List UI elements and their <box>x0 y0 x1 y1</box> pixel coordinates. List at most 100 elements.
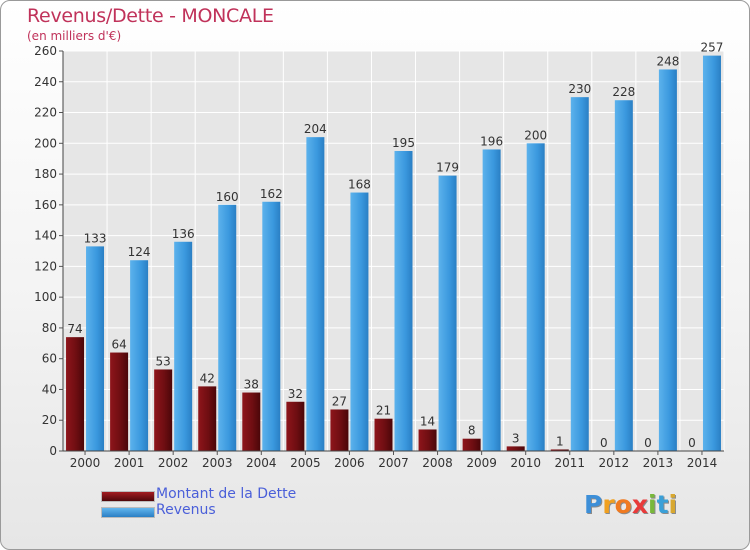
bar-dette <box>242 392 261 451</box>
y-tick-label: 140 <box>34 229 57 243</box>
bar-revenus <box>702 55 721 451</box>
data-label-dette: 14 <box>420 414 435 428</box>
x-tick-label: 2009 <box>466 456 497 470</box>
y-tick-label: 80 <box>42 321 57 335</box>
bar-dette <box>374 418 393 451</box>
y-tick-label: 240 <box>34 75 57 89</box>
data-label-dette: 3 <box>512 431 520 445</box>
y-tick-label: 160 <box>34 198 57 212</box>
bar-revenus <box>350 192 369 452</box>
x-tick-label: 2012 <box>599 456 630 470</box>
logo-letter: t <box>656 490 669 519</box>
data-label-revenus: 200 <box>524 128 547 142</box>
data-label-revenus: 230 <box>568 82 591 96</box>
bar-dette <box>286 401 305 451</box>
data-label-dette: 38 <box>244 378 259 392</box>
bar-revenus <box>438 175 457 451</box>
bar-revenus <box>130 260 149 451</box>
x-tick-label: 2000 <box>70 456 101 470</box>
chart-title: Revenus/Dette - MONCALE <box>27 5 274 27</box>
data-label-dette: 0 <box>644 436 652 450</box>
y-tick-label: 0 <box>49 444 57 458</box>
x-tick-label: 2014 <box>687 456 718 470</box>
bar-revenus <box>174 241 193 451</box>
axes: 0204060801001201401601802002202402602000… <box>34 44 724 470</box>
bar-revenus <box>218 204 237 451</box>
y-tick-label: 260 <box>34 44 57 58</box>
data-label-revenus: 160 <box>216 190 239 204</box>
x-tick-label: 2011 <box>554 456 585 470</box>
data-label-dette: 21 <box>376 404 391 418</box>
bar-dette <box>198 386 217 451</box>
x-tick-label: 2002 <box>158 456 189 470</box>
data-label-revenus: 124 <box>128 245 151 259</box>
data-label-dette: 74 <box>67 322 82 336</box>
x-tick-label: 2008 <box>422 456 453 470</box>
bar-revenus <box>482 149 501 451</box>
data-label-dette: 64 <box>111 338 126 352</box>
data-label-revenus: 162 <box>260 187 283 201</box>
x-tick-label: 2010 <box>510 456 541 470</box>
bar-dette <box>330 409 349 451</box>
data-label-dette: 32 <box>288 387 303 401</box>
bar-revenus <box>526 143 545 452</box>
legend-label-revenus: Revenus <box>156 502 216 518</box>
data-label-revenus: 196 <box>480 134 503 148</box>
data-label-revenus: 228 <box>612 85 635 99</box>
y-tick-label: 120 <box>34 259 57 273</box>
bar-revenus <box>614 100 633 451</box>
x-tick-label: 2001 <box>114 456 145 470</box>
logo-letter: o <box>614 490 632 519</box>
y-tick-label: 220 <box>34 106 57 120</box>
legend-label-dette: Montant de la Dette <box>156 486 297 502</box>
bar-revenus <box>658 69 677 451</box>
data-label-revenus: 204 <box>304 122 327 136</box>
x-tick-label: 2005 <box>290 456 321 470</box>
data-label-revenus: 136 <box>172 227 195 241</box>
bar-labels: 7413364124531364216038162322042716821195… <box>67 41 723 450</box>
x-tick-label: 2013 <box>643 456 674 470</box>
logo-letter: r <box>602 490 615 519</box>
y-tick-label: 60 <box>42 352 57 366</box>
bar-revenus <box>394 151 413 451</box>
bar-revenus <box>570 97 589 452</box>
y-tick-label: 20 <box>42 413 57 427</box>
data-label-revenus: 257 <box>701 41 724 55</box>
bar-dette <box>462 438 481 451</box>
data-label-dette: 0 <box>688 436 696 450</box>
data-label-dette: 42 <box>200 371 215 385</box>
y-tick-label: 180 <box>34 167 57 181</box>
logo-letter: i <box>648 490 657 519</box>
logo-letter: x <box>631 490 648 519</box>
bar-revenus <box>306 137 325 451</box>
data-label-dette: 8 <box>468 424 476 438</box>
proxiti-logo: Proxiti <box>584 490 677 519</box>
plot-area <box>63 51 724 451</box>
y-tick-label: 40 <box>42 382 57 396</box>
data-label-dette: 1 <box>556 434 564 448</box>
logo-letter: P <box>584 490 603 519</box>
data-label-revenus: 168 <box>348 178 371 192</box>
y-tick-label: 200 <box>34 136 57 150</box>
x-tick-label: 2006 <box>334 456 365 470</box>
bars <box>66 55 721 452</box>
data-label-dette: 0 <box>600 436 608 450</box>
legend-swatch-dette <box>101 491 155 502</box>
x-tick-label: 2007 <box>378 456 409 470</box>
data-label-revenus: 195 <box>392 136 415 150</box>
bar-dette <box>418 429 437 451</box>
chart-subtitle: (en milliers d'€) <box>27 29 122 43</box>
bar-dette <box>154 369 173 451</box>
data-label-revenus: 133 <box>84 231 107 245</box>
legend-swatch-revenus <box>101 507 155 518</box>
x-tick-label: 2004 <box>246 456 277 470</box>
data-label-revenus: 179 <box>436 161 459 175</box>
bar-revenus <box>262 201 281 451</box>
data-label-dette: 27 <box>332 394 347 408</box>
data-label-revenus: 248 <box>656 54 679 68</box>
logo-letter: i <box>668 490 678 519</box>
bar-dette <box>550 449 569 451</box>
data-label-dette: 53 <box>156 354 171 368</box>
